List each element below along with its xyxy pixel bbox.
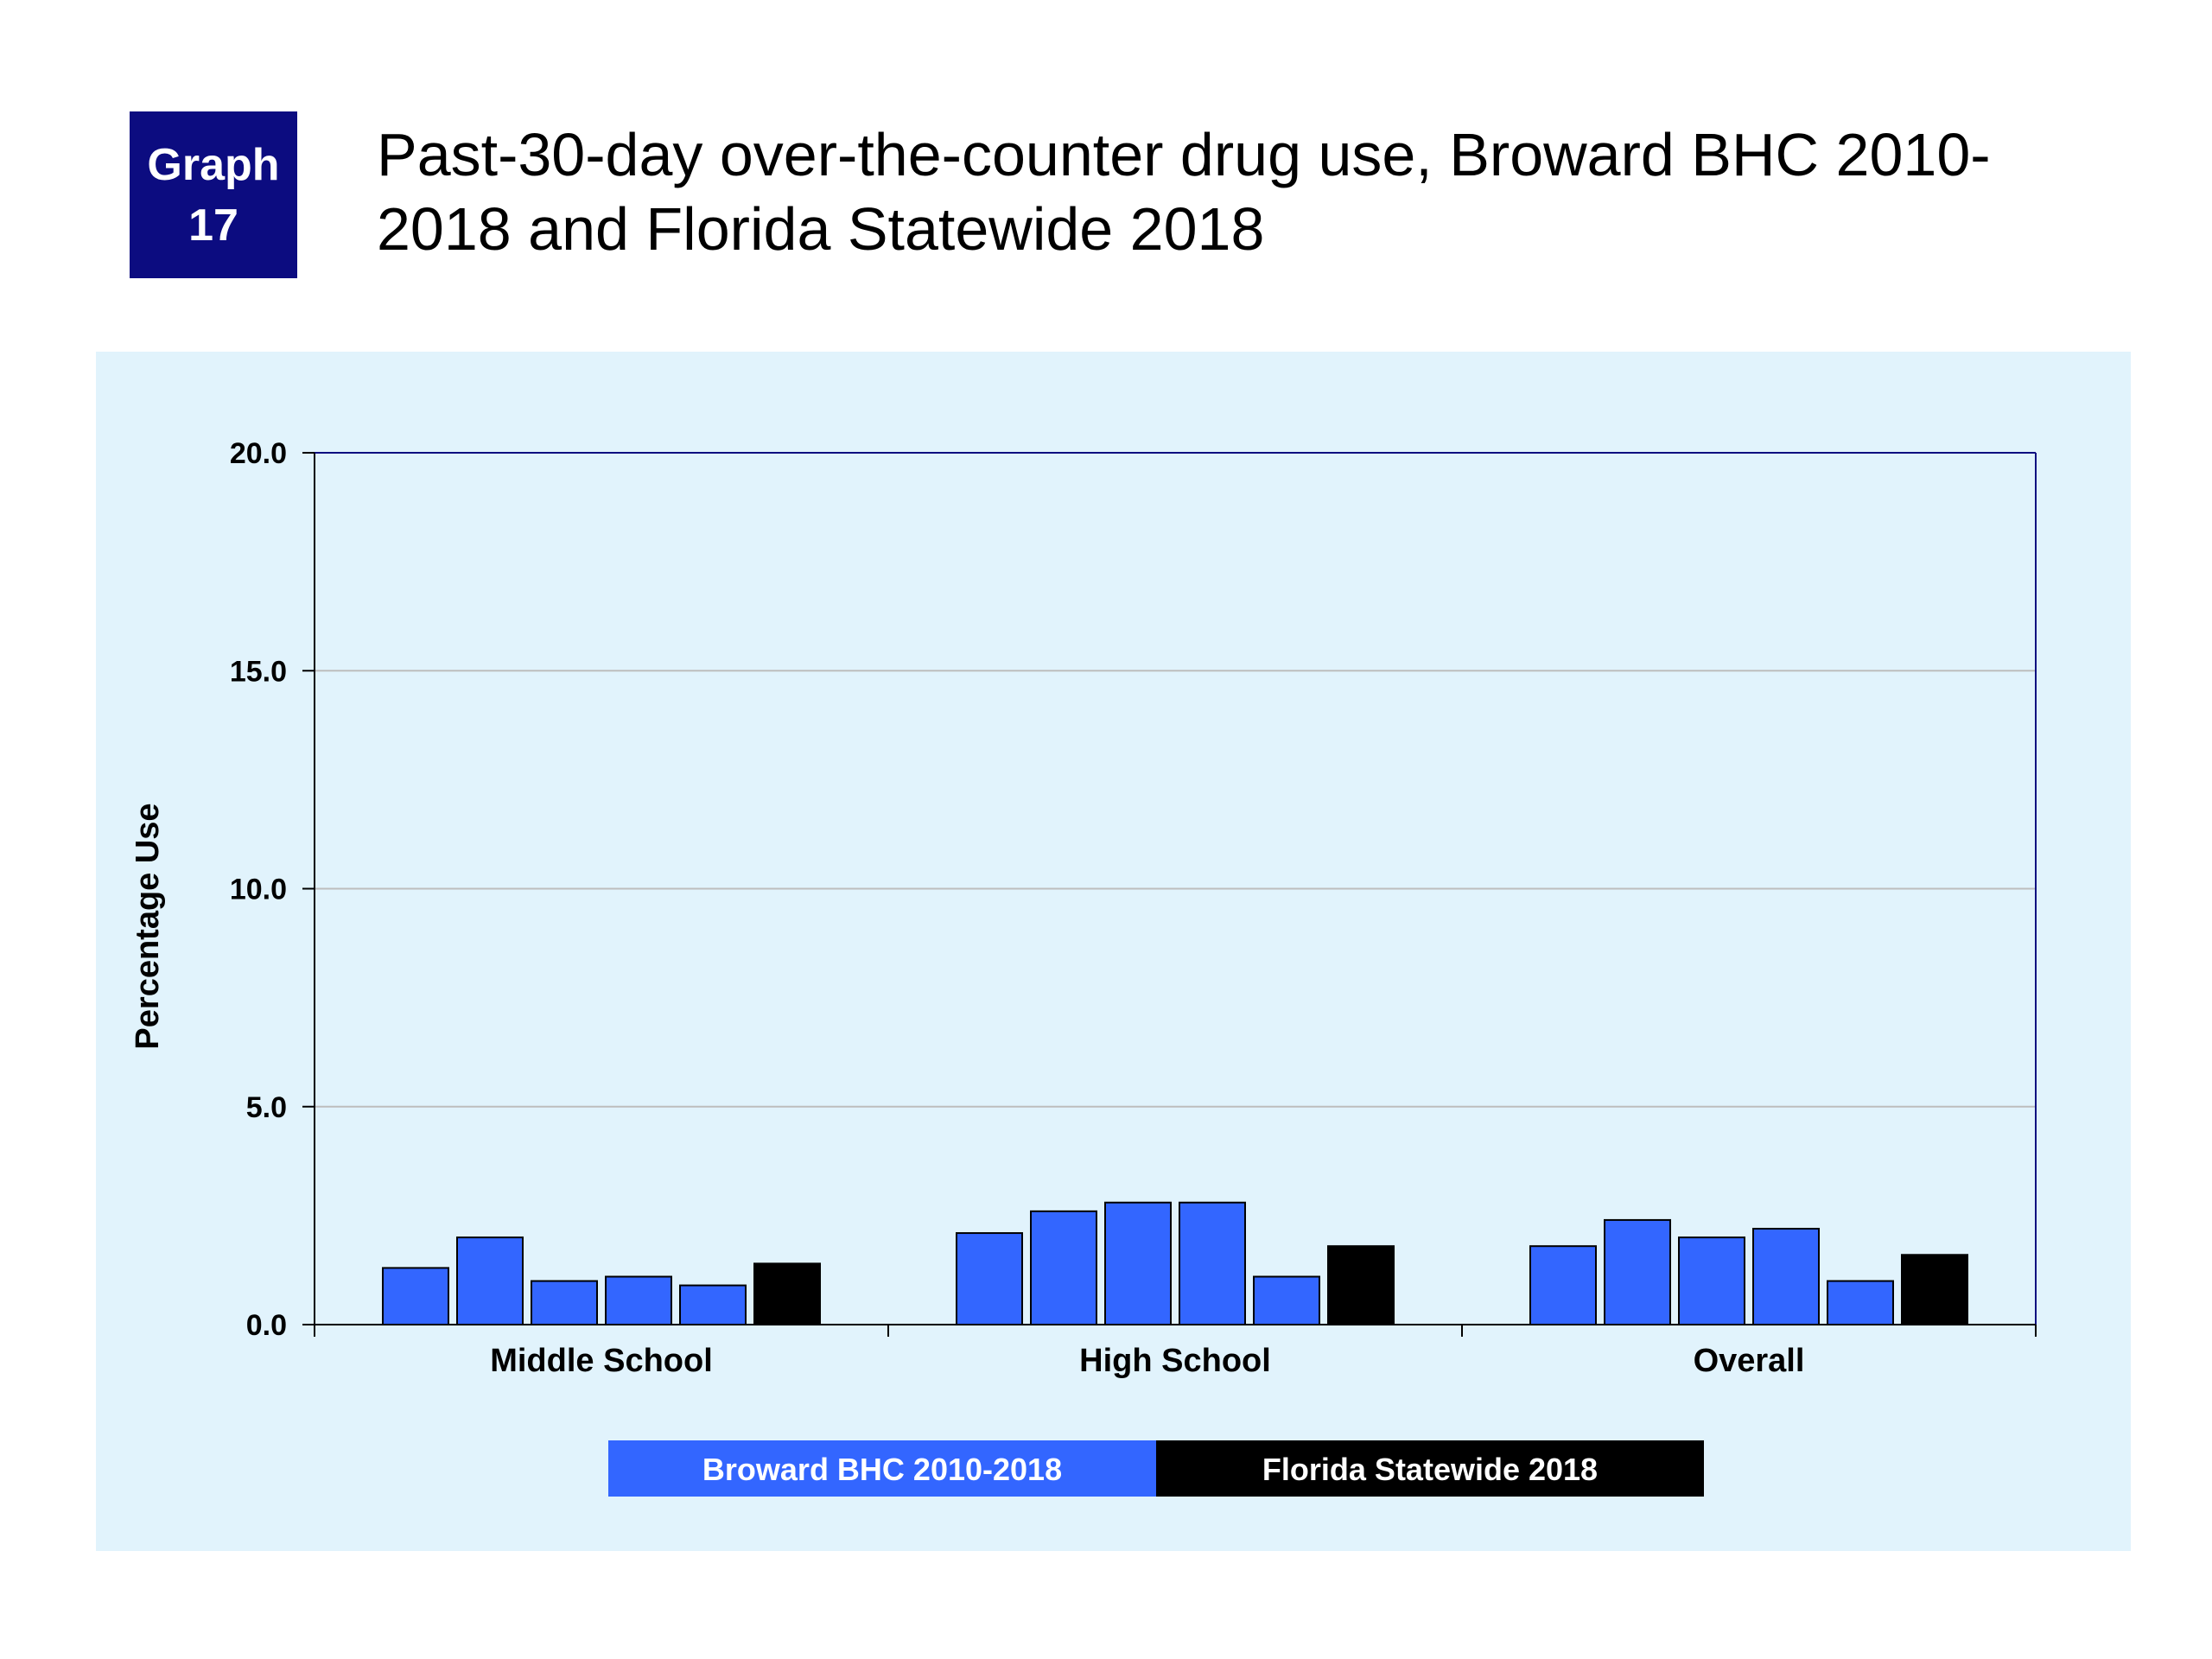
- bar: [1901, 1254, 1968, 1326]
- badge-label: Graph: [147, 139, 280, 190]
- y-tick-label: 10.0: [230, 874, 287, 906]
- y-tick-label: 0.0: [246, 1309, 287, 1342]
- bar: [382, 1267, 449, 1326]
- bar: [1327, 1245, 1395, 1325]
- y-tick-label: 15.0: [230, 655, 287, 688]
- chart-title: Past-30-day over-the-counter drug use, B…: [377, 121, 1991, 263]
- bar: [1678, 1236, 1745, 1325]
- legend-swatch: [608, 1440, 1156, 1497]
- legend-swatch: [1156, 1440, 1704, 1497]
- chart-panel: [96, 352, 2131, 1551]
- bar: [1529, 1245, 1597, 1325]
- bar: [1752, 1228, 1820, 1326]
- bar: [1030, 1210, 1097, 1325]
- bar: [679, 1284, 747, 1325]
- bar: [1253, 1275, 1320, 1326]
- bar: [605, 1275, 672, 1326]
- x-category-label: High School: [1079, 1343, 1271, 1379]
- bar: [531, 1280, 598, 1326]
- x-category-label: Middle School: [490, 1343, 713, 1379]
- bar: [456, 1236, 524, 1325]
- bar: [1827, 1280, 1894, 1326]
- y-tick-label: 5.0: [246, 1091, 287, 1124]
- bar: [1604, 1218, 1671, 1326]
- x-category-label: Overall: [1694, 1343, 1805, 1379]
- bar: [956, 1232, 1023, 1326]
- bar: [1179, 1201, 1246, 1325]
- bar: [1104, 1201, 1172, 1325]
- bar: [753, 1262, 821, 1325]
- y-tick-label: 20.0: [230, 437, 287, 470]
- legend-label: Broward BHC 2010-2018: [702, 1452, 1062, 1487]
- badge-number: 17: [188, 200, 238, 251]
- legend-label: Florida Statewide 2018: [1262, 1452, 1598, 1487]
- y-axis-label: Percentage Use: [130, 803, 166, 1049]
- graph-number-badge: Graph 17: [130, 111, 297, 278]
